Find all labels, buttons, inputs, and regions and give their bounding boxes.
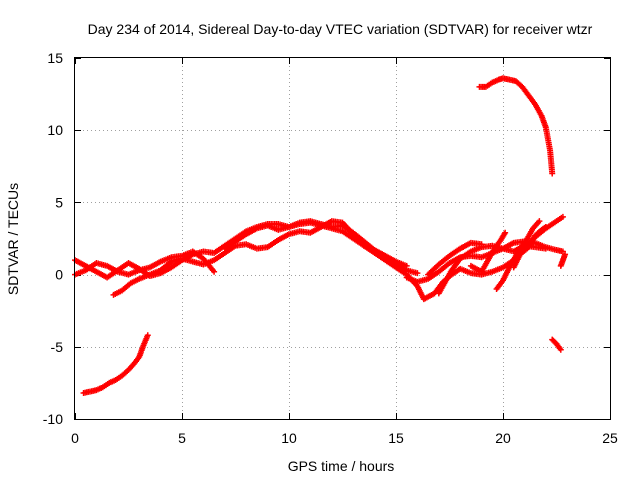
data-point <box>549 170 556 177</box>
ticks: 0 5 10 15 20 25 -10 -5 0 5 10 15 <box>43 50 618 446</box>
data-point <box>559 213 566 220</box>
y-tick-label: -5 <box>51 339 64 355</box>
data-point <box>502 229 509 236</box>
chart-title: Day 234 of 2014, Sidereal Day-to-day VTE… <box>88 21 593 37</box>
x-tick-label: 25 <box>602 430 618 446</box>
data-point <box>557 346 564 353</box>
y-tick-label: -10 <box>43 411 63 427</box>
series-arc-7 <box>425 239 485 278</box>
plot-frame <box>74 57 611 420</box>
data-point <box>403 262 410 269</box>
y-tick-label: 10 <box>47 122 63 138</box>
series-arc-14 <box>549 336 564 353</box>
series-arc-11 <box>557 251 569 269</box>
series-arc-4 <box>221 218 410 269</box>
data-points <box>72 75 569 397</box>
y-tick-label: 5 <box>55 194 63 210</box>
data-point <box>542 245 549 252</box>
x-tick-label: 0 <box>71 430 79 446</box>
x-tick-label: 20 <box>495 430 511 446</box>
series-arc-12 <box>476 75 556 177</box>
data-point <box>478 241 485 248</box>
data-point <box>211 268 218 275</box>
data-point <box>536 218 543 225</box>
x-tick-label: 10 <box>281 430 297 446</box>
series-arc-10 <box>510 223 549 271</box>
x-tick-label: 5 <box>178 430 186 446</box>
series-arc-8 <box>467 229 509 275</box>
y-tick-label: 15 <box>47 50 63 66</box>
data-point <box>144 332 151 339</box>
data-point <box>562 251 569 258</box>
data-point <box>542 223 549 230</box>
data-point <box>414 270 421 277</box>
series-arc-13 <box>80 332 151 397</box>
y-axis-label: SDTVAR / TECUs <box>5 183 21 295</box>
x-tick-label: 15 <box>388 430 404 446</box>
x-axis-label: GPS time / hours <box>288 458 395 474</box>
y-tick-label: 0 <box>55 267 63 283</box>
